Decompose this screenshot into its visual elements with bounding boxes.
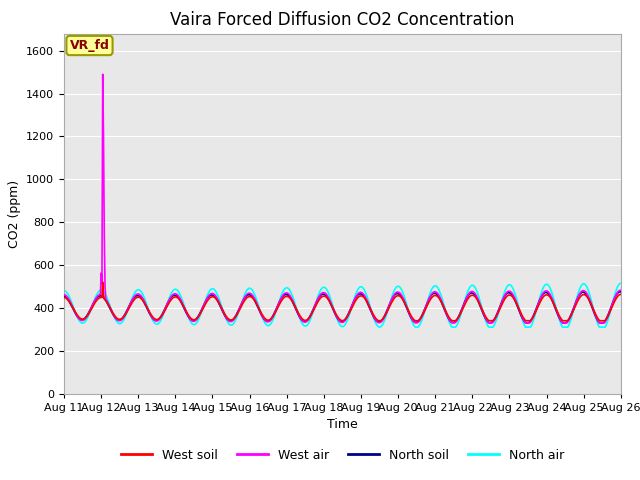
Legend: West soil, West air, North soil, North air: West soil, West air, North soil, North a… [116, 444, 569, 467]
Y-axis label: CO2 (ppm): CO2 (ppm) [8, 180, 20, 248]
Title: Vaira Forced Diffusion CO2 Concentration: Vaira Forced Diffusion CO2 Concentration [170, 11, 515, 29]
X-axis label: Time: Time [327, 418, 358, 431]
Text: VR_fd: VR_fd [70, 39, 109, 52]
